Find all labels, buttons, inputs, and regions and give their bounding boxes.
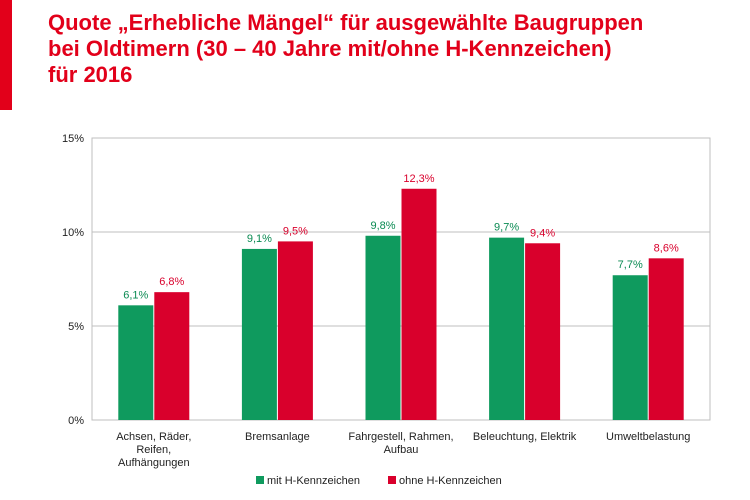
y-tick-label: 15% xyxy=(62,133,84,145)
data-label: 6,1% xyxy=(123,289,148,301)
category-label: Achsen, Räder, Reifen, Aufhängungen xyxy=(116,431,191,469)
chart-title: Quote „Erhebliche Mängel“ für ausgewählt… xyxy=(48,10,738,88)
bar xyxy=(365,235,401,420)
y-tick-label: 0% xyxy=(68,415,84,427)
bar xyxy=(277,241,313,420)
legend-swatch xyxy=(388,476,396,484)
data-label: 9,4% xyxy=(530,227,555,239)
category-label: Fahrgestell, Rahmen, Aufbau xyxy=(348,431,453,456)
category-label: Umweltbelastung xyxy=(606,431,690,443)
category-label-line: Fahrgestell, Rahmen, xyxy=(348,431,453,443)
legend-label: mit H-Kennzeichen xyxy=(267,475,360,487)
data-label: 8,6% xyxy=(654,242,679,254)
data-label: 9,7% xyxy=(494,222,519,234)
category-label-line: Aufhängungen xyxy=(118,457,190,469)
data-label: 9,1% xyxy=(247,233,272,245)
bar xyxy=(489,237,525,420)
bar xyxy=(648,258,684,420)
bar xyxy=(401,188,437,420)
data-label: 9,5% xyxy=(283,225,308,237)
category-label-line: Achsen, Räder, xyxy=(116,431,191,443)
bar xyxy=(612,275,648,420)
bar xyxy=(525,243,561,420)
data-label: 6,8% xyxy=(159,276,184,288)
title-line-1: Quote „Erhebliche Mängel“ für ausgewählt… xyxy=(48,10,644,35)
category-label: Bremsanlage xyxy=(245,431,310,443)
category-label-line: Aufbau xyxy=(384,444,419,456)
category-label-line: Umweltbelastung xyxy=(606,431,690,443)
title-line-3: für 2016 xyxy=(48,62,133,87)
category-label-line: Beleuchtung, Elektrik xyxy=(473,431,577,443)
title-line-2: bei Oldtimern (30 – 40 Jahre mit/ohne H-… xyxy=(48,36,612,61)
bar xyxy=(118,305,154,420)
legend-label: ohne H-Kennzeichen xyxy=(399,475,502,487)
data-label: 7,7% xyxy=(618,259,643,271)
category-label-line: Bremsanlage xyxy=(245,431,310,443)
data-label: 9,8% xyxy=(370,220,395,232)
data-label: 12,3% xyxy=(403,173,434,185)
accent-bar xyxy=(0,0,12,110)
legend-swatch xyxy=(256,476,264,484)
y-tick-label: 5% xyxy=(68,321,84,333)
bar xyxy=(154,292,190,420)
y-tick-label: 10% xyxy=(62,227,84,239)
bar xyxy=(241,248,277,420)
category-label: Beleuchtung, Elektrik xyxy=(473,431,577,443)
category-label-line: Reifen, xyxy=(136,444,171,456)
